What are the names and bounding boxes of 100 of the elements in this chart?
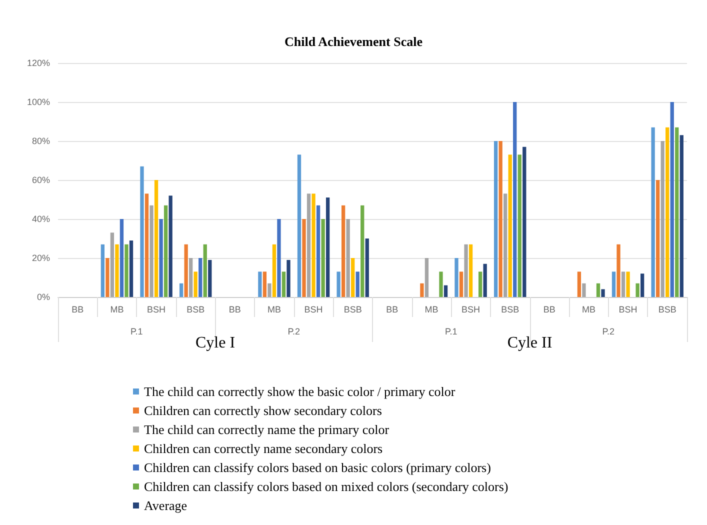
bar — [272, 244, 276, 297]
bar — [459, 272, 464, 297]
bar — [124, 244, 128, 297]
bar — [336, 272, 340, 297]
bar — [286, 260, 290, 297]
legend-label: Children can classify colors based on mixed colors (secondary colors) — [144, 479, 508, 494]
x-tick-label: BSB — [501, 304, 520, 314]
text: P.2 — [288, 326, 300, 336]
bar — [302, 219, 306, 297]
bar — [360, 205, 364, 297]
bar — [306, 194, 311, 297]
bar — [268, 283, 272, 297]
bar — [454, 258, 458, 297]
bar — [341, 205, 346, 297]
bar — [494, 141, 498, 297]
bar — [522, 146, 526, 297]
bar — [444, 285, 448, 297]
bar — [424, 258, 429, 297]
bar — [144, 194, 149, 297]
bar — [106, 258, 110, 297]
bar — [670, 102, 674, 297]
bar — [518, 154, 522, 297]
bar — [356, 272, 360, 297]
y-tick-label: 80% — [32, 136, 50, 146]
bar — [164, 205, 168, 297]
bar — [498, 141, 502, 297]
bar — [365, 238, 369, 297]
bar — [468, 244, 473, 297]
y-tick-label: 20% — [32, 253, 50, 263]
bar — [198, 258, 202, 297]
bar — [312, 194, 316, 297]
x-tick-label: BSH — [618, 304, 638, 314]
bar — [326, 198, 330, 297]
y-tick-label: 100% — [26, 97, 50, 107]
bar — [316, 205, 320, 297]
bar — [420, 283, 424, 297]
text: P.2 — [602, 326, 615, 336]
x-tick-label: BB — [386, 304, 398, 314]
bar — [208, 260, 212, 297]
x-tick-label: BSB — [344, 304, 362, 314]
bar — [140, 166, 144, 297]
x-tick-label: MB — [582, 304, 596, 314]
x-tick-label: BSB — [658, 304, 676, 314]
bar — [150, 205, 154, 297]
bar — [120, 219, 124, 297]
bar — [115, 244, 119, 297]
bar — [100, 244, 105, 297]
bar — [277, 219, 281, 297]
y-tick-label: 40% — [32, 214, 50, 224]
bar — [596, 283, 600, 297]
bar — [297, 154, 302, 297]
bar — [601, 289, 605, 297]
x-tick-label: MB — [424, 304, 438, 314]
bar — [680, 135, 684, 297]
legend-label: Average — [144, 498, 188, 513]
bar — [184, 244, 188, 297]
bar — [666, 127, 670, 297]
legend-label: Children can correctly show secondary colors — [144, 403, 382, 418]
y-tick-label: 120% — [26, 58, 50, 68]
x-tick-label: BSH — [462, 304, 480, 314]
text: P.1 — [130, 326, 143, 336]
x-tick-label: BB — [543, 304, 556, 314]
bar — [351, 258, 355, 297]
bar — [612, 272, 616, 297]
bar — [660, 141, 664, 297]
y-tick-label: 60% — [32, 175, 50, 185]
bar — [179, 283, 184, 297]
x-tick-label: BSH — [304, 304, 323, 314]
legend-label: The child can correctly name the primary color — [144, 422, 390, 437]
legend-label: Children can correctly name secondary colors — [144, 441, 383, 456]
bar — [129, 240, 134, 297]
bar — [154, 180, 158, 297]
bar — [651, 127, 655, 297]
bar — [346, 219, 350, 297]
text: Cyle II — [507, 334, 552, 352]
bar — [656, 180, 660, 297]
x-tick-label: BSH — [147, 304, 166, 314]
bar — [321, 219, 325, 297]
bar — [640, 274, 644, 297]
bar — [626, 272, 630, 297]
bar — [508, 154, 512, 297]
x-tick-label: BSB — [186, 304, 205, 314]
x-tick-label: BB — [228, 304, 241, 314]
x-tick-label: MB — [110, 304, 124, 314]
bar — [110, 232, 114, 297]
bar — [159, 219, 163, 297]
bar — [582, 283, 586, 297]
text: P.1 — [444, 326, 458, 336]
bar — [616, 244, 620, 297]
x-tick-label: MB — [267, 304, 281, 314]
bar — [577, 272, 582, 297]
bar — [168, 196, 172, 297]
bar — [636, 283, 640, 297]
bar — [478, 272, 482, 297]
bar — [258, 272, 262, 297]
bar — [282, 272, 286, 297]
text: Cyle I — [195, 334, 236, 352]
bar — [439, 272, 443, 297]
x-tick-label: BB — [72, 304, 84, 314]
bar — [621, 272, 626, 297]
